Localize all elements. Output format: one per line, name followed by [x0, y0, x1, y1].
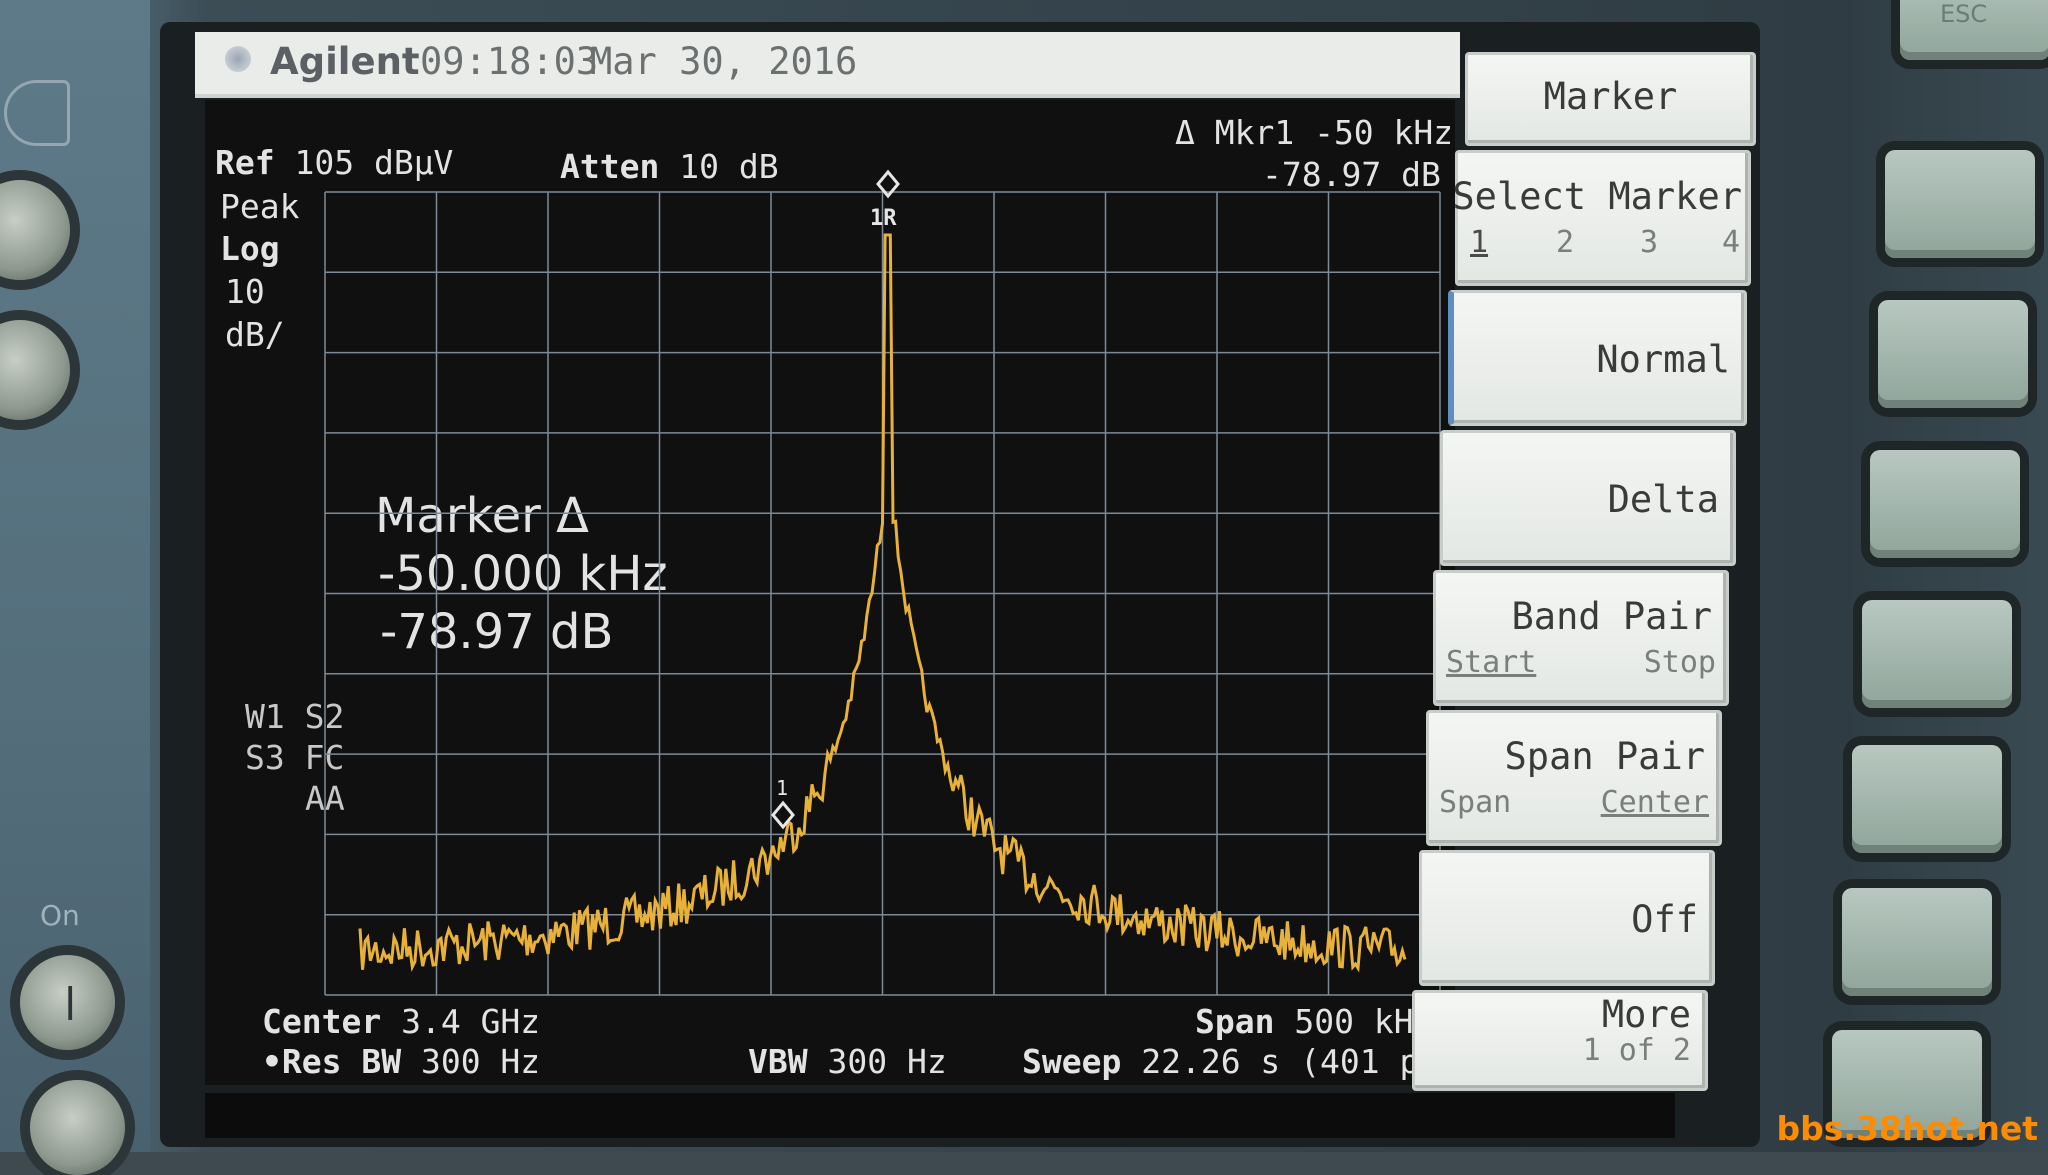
- esc-key[interactable]: ESC: [1900, 0, 2048, 60]
- span-pair-center: Center: [1600, 785, 1709, 820]
- scale-value: 10: [225, 272, 265, 311]
- softkey-span-pair[interactable]: Span Pair Span Center: [1426, 710, 1722, 846]
- hardware-softkey-7[interactable]: [1832, 1030, 1982, 1138]
- center-label: Center: [262, 1002, 382, 1041]
- softkey-off[interactable]: Off: [1419, 850, 1715, 986]
- detector-mode: Peak: [220, 187, 300, 226]
- softkey-select-marker[interactable]: Select Marker 1 2 3 4: [1452, 150, 1751, 286]
- on-switch[interactable]: |: [20, 955, 115, 1050]
- softkey-delta[interactable]: Delta: [1440, 430, 1736, 566]
- select-marker-option-3[interactable]: 3: [1640, 225, 1659, 260]
- atten-readout: Atten 10 dB: [560, 150, 779, 183]
- span-readout: Span 500 kHz: [1195, 1005, 1433, 1038]
- marker-box-level: -78.97 dB: [380, 604, 614, 660]
- status-strip: [205, 1093, 1675, 1138]
- marker-readout-level: -78.97 dB: [1262, 155, 1441, 194]
- select-marker-option-1[interactable]: 1: [1470, 225, 1489, 260]
- speaker-icon: [4, 80, 70, 146]
- trace-flags-line2: S3 FC: [245, 738, 345, 777]
- softkey-band-pair[interactable]: Band Pair Start Stop: [1433, 570, 1729, 706]
- atten-value: 10 dB: [679, 147, 779, 186]
- vbw-value: 300 Hz: [827, 1042, 947, 1081]
- marker-box-title: Marker Δ: [375, 488, 590, 544]
- scale-type: Log: [220, 229, 280, 268]
- center-frequency: Center 3.4 GHz: [262, 1005, 540, 1038]
- res-bw-readout: •Res BW 300 Hz: [262, 1045, 540, 1078]
- marker-1-ref-label: 1R: [870, 206, 897, 231]
- ref-label: Ref: [215, 143, 275, 182]
- hardware-softkey-6[interactable]: [1842, 888, 1992, 996]
- on-switch-glyph: |: [60, 981, 81, 1021]
- title-bar: Agilent 09:18:03 Mar 30, 2016: [195, 32, 1460, 98]
- agilent-logo-icon: [225, 46, 251, 72]
- softkey-menu-title: Marker: [1465, 52, 1756, 146]
- span-pair-span: Span: [1439, 785, 1512, 820]
- softkey-normal[interactable]: Normal: [1448, 290, 1747, 426]
- marker-1-ref-diamond: [876, 169, 900, 199]
- clock-time: 09:18:03: [420, 40, 599, 83]
- vbw-readout: VBW 300 Hz: [748, 1045, 947, 1078]
- hardware-softkey-1[interactable]: [1885, 150, 2035, 258]
- hardware-softkey-2[interactable]: [1878, 300, 2028, 408]
- sweep-label: Sweep: [1022, 1042, 1122, 1081]
- hardware-softkey-3[interactable]: [1870, 450, 2020, 558]
- hardware-softkey-5[interactable]: [1852, 745, 2002, 853]
- marker-delta-diamond: [771, 800, 795, 830]
- ref-level: Ref 105 dBµV: [215, 146, 453, 179]
- atten-label: Atten: [560, 147, 660, 186]
- span-label: Span: [1195, 1002, 1275, 1041]
- on-label: On: [40, 899, 80, 932]
- select-marker-option-4[interactable]: 4: [1722, 225, 1741, 260]
- clock-date: Mar 30, 2016: [590, 40, 858, 83]
- res-bw-label: •Res BW: [262, 1042, 402, 1081]
- brand-name: Agilent: [270, 40, 420, 83]
- span-value: 500 kHz: [1294, 1002, 1434, 1041]
- softkey-more[interactable]: More 1 of 2: [1412, 990, 1708, 1091]
- spectrum-trace: [358, 233, 1407, 973]
- ref-value: 105 dBµV: [294, 143, 454, 182]
- center-value: 3.4 GHz: [401, 1002, 541, 1041]
- marker-readout-freq: Δ Mkr1 -50 kHz: [1175, 113, 1454, 152]
- esc-key-label: ESC: [1940, 0, 1988, 28]
- select-marker-option-2[interactable]: 2: [1556, 225, 1575, 260]
- marker-box-freq: -50.000 kHz: [378, 546, 668, 602]
- more-page-indicator: 1 of 2: [1582, 1033, 1691, 1068]
- graticule-grid: [324, 191, 1441, 996]
- marker-glyphs: 1R 1: [771, 169, 900, 830]
- vbw-label: VBW: [748, 1042, 808, 1081]
- band-pair-start: Start: [1446, 645, 1537, 680]
- spectrum-display: [205, 100, 1455, 1085]
- trace-flags-line1: W1 S2: [245, 697, 345, 736]
- hardware-softkey-4[interactable]: [1862, 600, 2012, 708]
- res-bw-value: 300 Hz: [420, 1042, 541, 1081]
- watermark-text: bbs.38hot.net: [1776, 1109, 2038, 1148]
- band-pair-stop: Stop: [1643, 645, 1716, 680]
- marker-delta-label: 1: [776, 776, 788, 800]
- scale-unit: dB/: [225, 315, 285, 354]
